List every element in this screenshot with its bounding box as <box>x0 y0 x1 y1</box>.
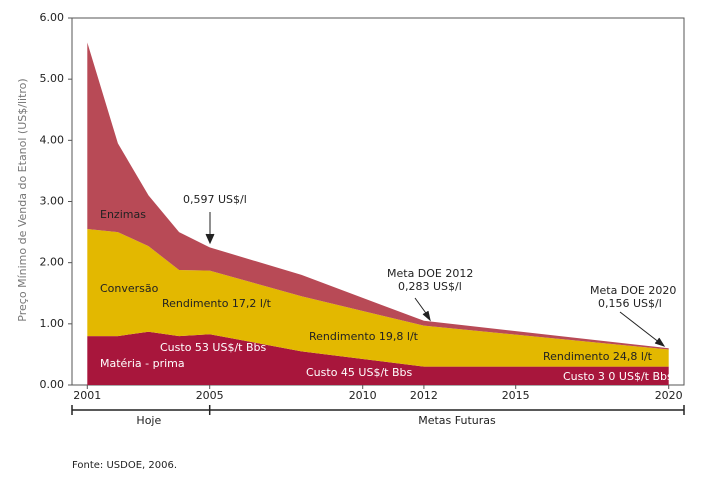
y-tick-label: 3.00 <box>40 195 65 208</box>
arrow <box>619 311 661 344</box>
series-label: Enzimas <box>100 208 146 221</box>
annotation: Custo 3 0 US$/t Bbs <box>563 370 673 383</box>
annotation: Rendimento 19,8 l/t <box>309 330 419 343</box>
area <box>87 229 669 367</box>
annotation: 0,597 US$/l <box>183 193 247 206</box>
area <box>87 331 669 385</box>
x-tick-label: 2015 <box>502 389 530 402</box>
annotation: Custo 53 US$/t Bbs <box>160 341 266 354</box>
x-tick-label: 2010 <box>349 389 377 402</box>
y-tick-label: 1.00 <box>40 317 65 330</box>
x-tick-label: 2020 <box>655 389 683 402</box>
annotation: Meta DOE 2012 <box>387 267 473 280</box>
annotation: 0,283 US$/l <box>398 280 462 293</box>
source: Fonte: USDOE, 2006. <box>72 460 177 471</box>
x-tick-label: 2012 <box>410 389 438 402</box>
y-tick-label: 4.00 <box>40 133 65 146</box>
period-label: Hoje <box>136 414 161 427</box>
arrowhead <box>205 233 215 245</box>
y-tick-label: 2.00 <box>40 256 65 269</box>
period-label: Metas Futuras <box>418 414 496 427</box>
arrowhead <box>654 337 666 347</box>
annotation: Rendimento 17,2 l/t <box>162 297 272 310</box>
arrows <box>205 212 666 347</box>
area <box>87 42 669 350</box>
arrowhead <box>422 310 431 322</box>
series-label: Matéria - prima <box>100 357 185 370</box>
y-tick-label: 5.00 <box>40 72 65 85</box>
y-axis-label: Preço Mínimo de Venda do Etanol (US$/lit… <box>16 78 29 321</box>
annotation: Meta DOE 2020 <box>590 284 676 297</box>
annotation: 0,156 US$/l <box>598 297 662 310</box>
y-tick-label: 6.00 <box>40 11 65 24</box>
x-tick-label: 2001 <box>73 389 101 402</box>
y-tick-label: 0.00 <box>40 378 65 391</box>
x-tick-label: 2005 <box>196 389 224 402</box>
annotation: Custo 45 US$/t Bbs <box>306 366 412 379</box>
annotation: Rendimento 24,8 l/t <box>543 350 653 363</box>
series-label: Conversão <box>100 282 159 295</box>
